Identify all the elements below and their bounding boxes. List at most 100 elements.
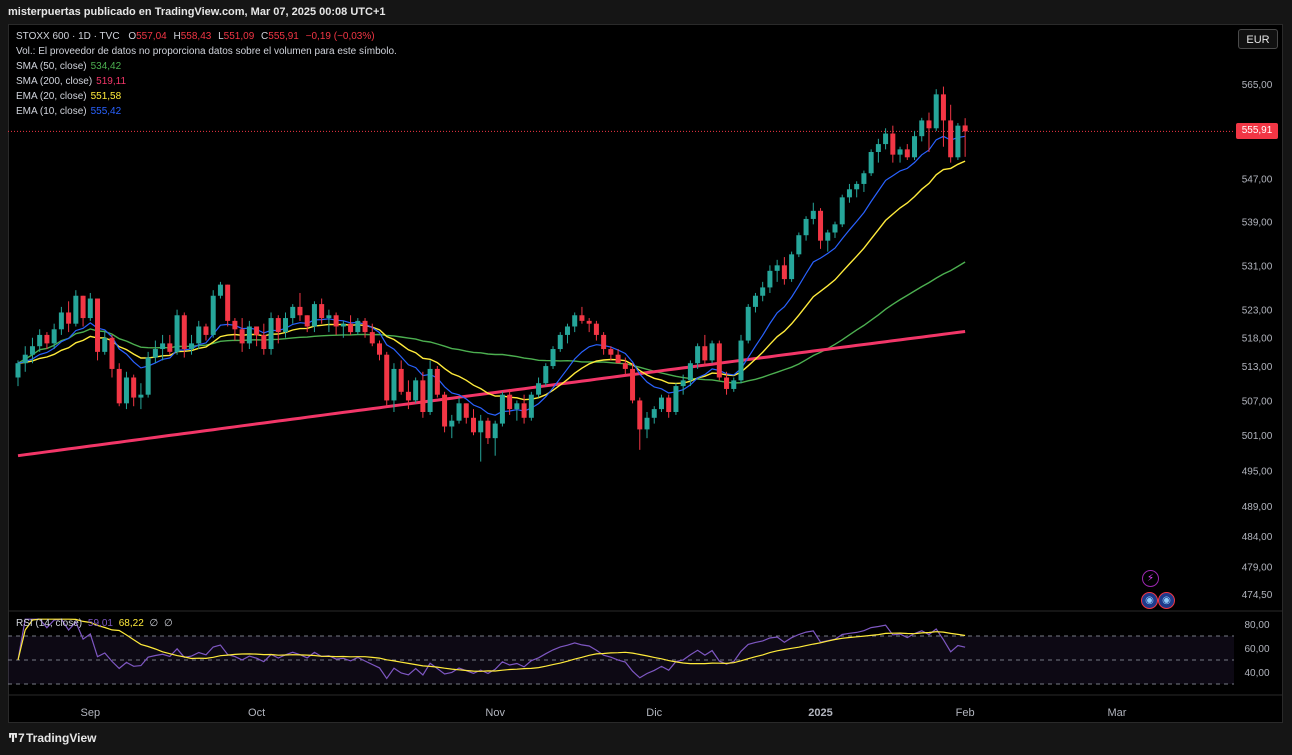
candle-body (767, 270, 773, 288)
candle-body (210, 295, 216, 335)
candle (897, 146, 903, 163)
candle (196, 320, 202, 350)
candle (586, 318, 592, 333)
candle-body (362, 320, 368, 333)
candle (239, 318, 245, 352)
rsi-legend[interactable]: RSI (14, close) 59,01 68,22 ∅ ∅ (16, 618, 173, 629)
candle (485, 417, 491, 444)
candle-body (810, 210, 816, 219)
candle-body (912, 136, 918, 158)
open-label: O (128, 31, 137, 42)
candle (695, 343, 701, 369)
rsi-tick-label: 60,00 (1244, 644, 1269, 655)
candle-body (818, 210, 824, 241)
candle-body (434, 368, 440, 395)
indicator-label: EMA (10, close) (16, 106, 87, 117)
candle (246, 320, 252, 350)
candle-body (521, 403, 527, 418)
candle (326, 309, 332, 333)
chart-canvas[interactable]: 565,00 547,00 539,00 531,00 523,00 518,00 513,… (8, 24, 1283, 723)
candle (167, 334, 173, 355)
candle (434, 366, 440, 398)
candle-body (579, 315, 585, 321)
candle-body (774, 265, 780, 271)
candle (926, 112, 932, 153)
candle (87, 292, 93, 321)
sma200-line (17, 330, 966, 458)
candle (80, 295, 86, 327)
low-value: 551,09 (223, 31, 255, 42)
candle-body (217, 284, 223, 296)
candle (275, 315, 281, 344)
candle (528, 391, 534, 421)
ema20-line (17, 160, 966, 401)
candle (470, 409, 476, 436)
candle-body (15, 363, 21, 378)
candle-body (413, 380, 419, 401)
candle (15, 360, 21, 387)
candle (355, 318, 361, 335)
candle (420, 371, 426, 418)
candle-body (789, 254, 795, 280)
time-tick-label: Dic (646, 707, 662, 719)
candle (687, 360, 693, 387)
candle (651, 406, 657, 424)
candle (940, 86, 946, 147)
candle-body (427, 368, 433, 412)
time-tick-label: Feb (956, 707, 975, 719)
high-label: H (173, 31, 181, 42)
candle-body (152, 349, 158, 358)
lightning-icon[interactable]: ⚡ (1142, 570, 1159, 587)
candle (29, 337, 35, 364)
candle (210, 290, 216, 338)
candle (868, 149, 874, 176)
candle-body (391, 368, 397, 401)
candle-body (109, 337, 115, 369)
indicator-ema10[interactable]: EMA (10, close) 555,42 (16, 106, 121, 117)
candle (948, 104, 954, 163)
candle (875, 138, 881, 163)
candle-body (601, 334, 607, 350)
candle-body (666, 397, 672, 412)
indicator-ema20[interactable]: EMA (20, close) 551,58 (16, 91, 121, 102)
indicator-label: EMA (20, close) (16, 91, 87, 102)
volume-note: Vol.: El proveedor de datos no proporcio… (16, 46, 397, 57)
sma50-line (17, 261, 966, 384)
candle (709, 340, 715, 364)
candle-body (550, 349, 556, 367)
candle (810, 202, 816, 225)
symbol-label[interactable]: STOXX 600 · 1D · TVC (16, 31, 120, 42)
indicator-sma50[interactable]: SMA (50, close) 534,42 (16, 61, 121, 72)
candle (377, 340, 382, 361)
candle (427, 360, 433, 415)
candle-body (196, 326, 202, 344)
globe-icon[interactable]: ◉ (1158, 592, 1175, 609)
candle-body (695, 346, 701, 364)
candle (825, 229, 831, 252)
candle (109, 334, 115, 378)
candle (521, 394, 527, 424)
globe-icon[interactable]: ◉ (1141, 592, 1158, 609)
candle (131, 374, 137, 407)
candle-body (543, 366, 549, 384)
candle-body (261, 334, 267, 350)
candle (601, 332, 607, 355)
candle (919, 117, 925, 142)
candle-body (825, 232, 831, 241)
tradingview-footer[interactable]: ͳ7TradingView (8, 731, 96, 745)
candle-body (340, 323, 346, 327)
candle-body (297, 306, 303, 316)
currency-button[interactable]: EUR (1238, 29, 1278, 49)
candle-body (637, 400, 643, 430)
candle (572, 312, 578, 333)
candle-body (304, 315, 310, 327)
candle (593, 320, 599, 341)
candle-body (514, 403, 520, 410)
candle-body (398, 368, 404, 392)
candle (680, 374, 686, 395)
candle-body (290, 306, 296, 319)
indicator-sma200[interactable]: SMA (200, close) 519,11 (16, 76, 126, 87)
candle-body (890, 133, 896, 155)
candle (564, 323, 570, 344)
candle (507, 388, 513, 415)
